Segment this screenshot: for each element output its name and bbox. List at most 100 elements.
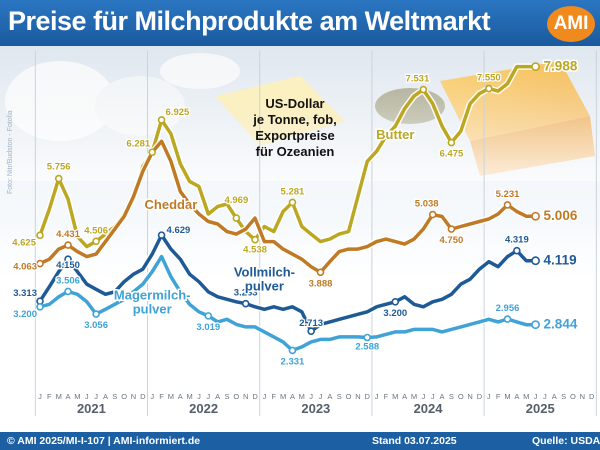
month-tick-label: J [319, 392, 323, 401]
month-tick-label: S [112, 392, 117, 401]
data-label: 3.313 [13, 288, 37, 299]
data-point-marker [204, 312, 213, 320]
data-label: 2.713 [299, 318, 323, 329]
data-label: 7.988 [544, 59, 578, 74]
data-point-marker [531, 320, 540, 330]
data-point-marker [92, 310, 100, 318]
data-label: 2.956 [496, 303, 520, 314]
month-tick-label: J [150, 392, 154, 401]
month-tick-label: F [384, 392, 389, 401]
month-tick-label: N [355, 392, 360, 401]
data-point-marker [36, 303, 44, 311]
data-label: 4.506 [84, 225, 108, 236]
data-point-marker [447, 225, 456, 233]
data-point-marker [251, 235, 259, 244]
data-label: 3.506 [56, 275, 80, 286]
data-point-marker [288, 346, 297, 355]
data-label: 4.319 [505, 235, 529, 246]
month-tick-label: J [206, 392, 210, 401]
data-label: 4.538 [243, 245, 267, 256]
data-point-marker [36, 259, 44, 268]
month-tick-label: M [392, 392, 398, 401]
data-label: 2.588 [355, 342, 379, 353]
data-label: 4.969 [224, 195, 248, 206]
year-tick-label: 2023 [301, 401, 330, 416]
data-point-marker [503, 315, 512, 323]
month-tick-label: M [504, 392, 510, 401]
data-label: 3.200 [13, 309, 37, 320]
data-label: 2.331 [281, 356, 305, 367]
background-photo [0, 46, 600, 181]
month-tick-label: J [487, 392, 491, 401]
month-tick-label: J [197, 392, 201, 401]
month-tick-label: S [224, 392, 229, 401]
data-label: 6.475 [440, 149, 464, 160]
ami-logo: AMI [547, 6, 595, 42]
month-tick-label: A [103, 392, 108, 401]
data-point-marker [316, 268, 325, 277]
data-point-marker [391, 297, 400, 306]
footer-copyright: © AMI 2025/MI-I-107 | AMI-informiert.de [7, 435, 201, 447]
data-point-marker [54, 174, 63, 183]
data-label: 4.063 [13, 262, 37, 273]
series-name-label: Vollmilch- [234, 265, 295, 280]
month-tick-label: F [47, 392, 52, 401]
data-label: 7.531 [405, 74, 429, 85]
data-label: 6.925 [166, 107, 190, 118]
month-tick-label: A [290, 392, 295, 401]
data-point-marker [307, 327, 315, 336]
series-name-label: Butter [376, 127, 414, 142]
month-tick-label: A [514, 392, 519, 401]
data-label: 4.431 [56, 229, 80, 240]
month-tick-label: O [121, 392, 127, 401]
data-label: 3.056 [84, 320, 108, 331]
month-tick-label: J [263, 392, 267, 401]
series-name-label: Magermilch- [114, 287, 191, 302]
data-point-marker [428, 210, 437, 219]
data-point-marker [64, 287, 72, 296]
month-tick-label: D [477, 392, 483, 401]
unit-annotation: Exportpreise [255, 128, 334, 143]
month-tick-label: F [159, 392, 164, 401]
data-label: 3.888 [309, 278, 333, 289]
month-tick-label: F [496, 392, 501, 401]
data-point-marker [148, 148, 156, 157]
series-name-label: pulver [245, 279, 284, 294]
month-tick-label: A [66, 392, 71, 401]
data-point-marker [64, 241, 72, 249]
series-line-magermilch [38, 254, 538, 353]
data-label: 5.756 [47, 162, 71, 173]
data-label: 4.119 [544, 253, 577, 268]
month-tick-label: M [411, 392, 417, 401]
data-point-marker [64, 255, 72, 263]
header-bar: Preise für Milchprodukte am Weltmarkt AM… [0, 0, 600, 46]
month-tick-label: J [375, 392, 379, 401]
month-tick-label: D [589, 392, 595, 401]
month-tick-label: N [131, 392, 136, 401]
month-tick-label: S [449, 392, 454, 401]
month-tick-label: M [74, 392, 80, 401]
footer-stand: Stand 03.07.2025 [372, 435, 457, 447]
month-tick-label: S [561, 392, 566, 401]
unit-annotation: für Ozeanien [256, 144, 335, 159]
month-tick-label: O [346, 392, 352, 401]
data-label: 6.281 [126, 138, 150, 149]
data-label: 3.019 [196, 322, 220, 333]
series-name-label: pulver [133, 301, 172, 316]
data-point-marker [513, 246, 521, 255]
series-line-vollmilch [38, 233, 538, 333]
data-point-marker [447, 138, 456, 147]
data-label: 5.038 [415, 199, 439, 210]
data-point-marker [531, 211, 540, 221]
series-name-label: Cheddar [145, 197, 198, 212]
page-title: Preise für Milchprodukte am Weltmarkt [8, 6, 491, 36]
month-tick-label: F [271, 392, 276, 401]
month-tick-label: N [580, 392, 585, 401]
month-tick-label: A [178, 392, 183, 401]
year-tick-label: 2021 [77, 401, 106, 416]
footer-bar: © AMI 2025/MI-I-107 | AMI-informiert.de … [0, 432, 600, 450]
data-point-marker [363, 333, 372, 342]
month-tick-label: M [523, 392, 529, 401]
